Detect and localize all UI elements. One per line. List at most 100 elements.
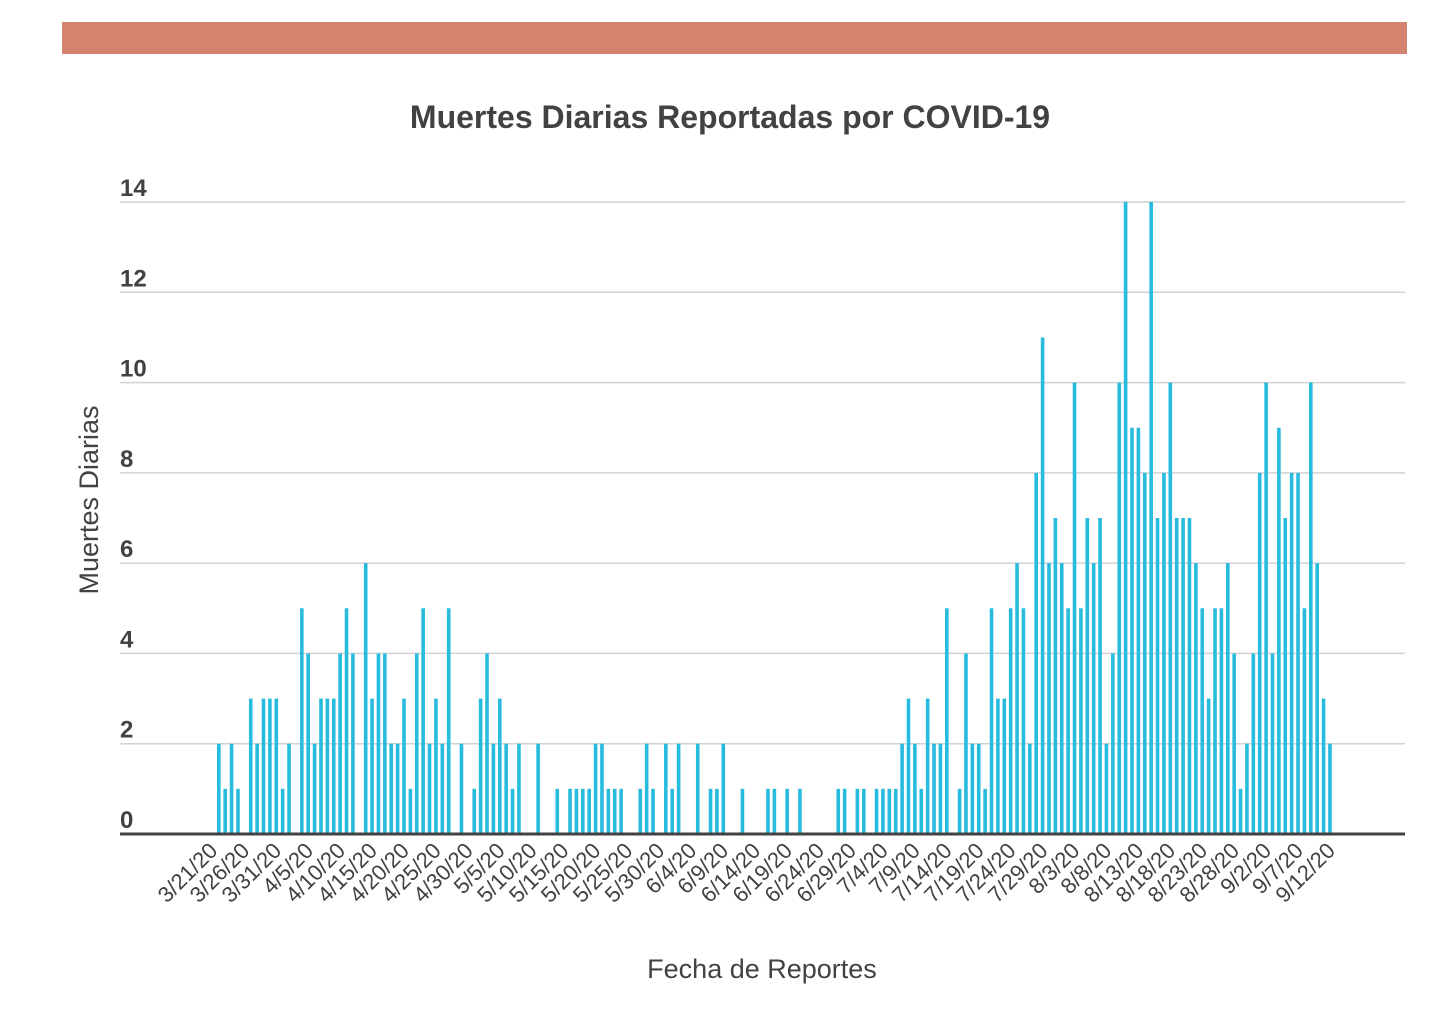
bar (338, 653, 342, 834)
header-color-bar (62, 22, 1407, 54)
bar (1277, 427, 1281, 834)
bar (1283, 518, 1288, 834)
bar (1098, 518, 1102, 834)
bar (446, 608, 451, 834)
bar (1232, 653, 1236, 834)
bar (855, 788, 860, 834)
bar (1315, 563, 1319, 834)
bar (1053, 518, 1058, 834)
bar (300, 608, 304, 834)
bar (1264, 382, 1268, 834)
y-tick-label: 8 (120, 446, 133, 473)
bar (414, 653, 419, 834)
bar (517, 743, 521, 834)
bar (306, 653, 310, 834)
bar (1091, 563, 1096, 834)
bar (1155, 518, 1160, 834)
y-tick-label: 4 (120, 626, 134, 653)
bar (1104, 743, 1109, 834)
bar (1066, 608, 1070, 834)
bar (1321, 698, 1326, 834)
bar (1117, 382, 1122, 834)
bar (427, 743, 432, 834)
bar (874, 788, 879, 834)
bar (721, 743, 726, 834)
bar (619, 788, 623, 834)
y-tick-label: 12 (120, 265, 147, 292)
bar (248, 698, 253, 834)
bar (229, 743, 234, 834)
bar (459, 743, 464, 834)
bar (893, 788, 898, 834)
bar (587, 788, 591, 834)
bar (715, 788, 719, 834)
bar (1028, 743, 1032, 834)
bar (900, 743, 904, 834)
bar (312, 743, 317, 834)
bar (485, 653, 489, 834)
bar (1206, 698, 1211, 834)
bar (1219, 608, 1224, 834)
bar (440, 743, 445, 834)
bars (217, 202, 1332, 834)
bar (945, 608, 949, 834)
bar (389, 743, 394, 834)
bar (344, 608, 349, 834)
y-tick-label: 2 (120, 717, 133, 744)
bar (331, 698, 336, 834)
bar (376, 653, 381, 834)
bar (1072, 382, 1077, 834)
y-tick-label: 10 (120, 356, 147, 383)
chart-title: Muertes Diarias Reportadas por COVID-19 (410, 99, 1050, 135)
bar (287, 743, 291, 834)
bar (1328, 743, 1332, 834)
bar (491, 743, 496, 834)
bar (651, 788, 655, 834)
bar (1200, 608, 1205, 834)
bar (536, 743, 540, 834)
bar (1162, 472, 1166, 834)
bar (1130, 427, 1134, 834)
bar (1187, 518, 1192, 834)
bar (255, 743, 259, 834)
bar (600, 743, 604, 834)
bar (861, 788, 866, 834)
bar (798, 788, 802, 834)
bar (964, 653, 968, 834)
bar (268, 698, 272, 834)
bar (510, 788, 515, 834)
bar (1168, 382, 1173, 834)
bar (1251, 653, 1256, 834)
bar (434, 698, 438, 834)
bar (612, 788, 617, 834)
bar (708, 788, 713, 834)
bar (472, 788, 477, 834)
bar (1174, 518, 1179, 834)
bar (555, 788, 560, 834)
bar (906, 698, 911, 834)
bar (606, 788, 611, 834)
bar (223, 788, 227, 834)
bar (1213, 608, 1217, 834)
bar (1136, 427, 1141, 834)
bar (1040, 337, 1045, 834)
bar (236, 788, 240, 834)
bar (363, 563, 368, 834)
bar (919, 788, 924, 834)
bar (1257, 472, 1262, 834)
bar (881, 788, 885, 834)
bar (574, 788, 579, 834)
bar (1302, 608, 1307, 834)
bar (478, 698, 483, 834)
y-axis-ticks: 0 2 4 6 8 10 12 14 (120, 175, 147, 834)
bar (421, 608, 425, 834)
bar (976, 743, 981, 834)
bar (1123, 202, 1128, 834)
bar (1059, 563, 1064, 834)
bar (581, 788, 585, 834)
bar (504, 743, 508, 834)
gridlines (120, 201, 1405, 745)
bar (644, 743, 649, 834)
x-axis-ticks: 3/21/203/26/203/31/204/5/204/10/204/15/2… (153, 838, 1340, 908)
bar (1225, 563, 1230, 834)
